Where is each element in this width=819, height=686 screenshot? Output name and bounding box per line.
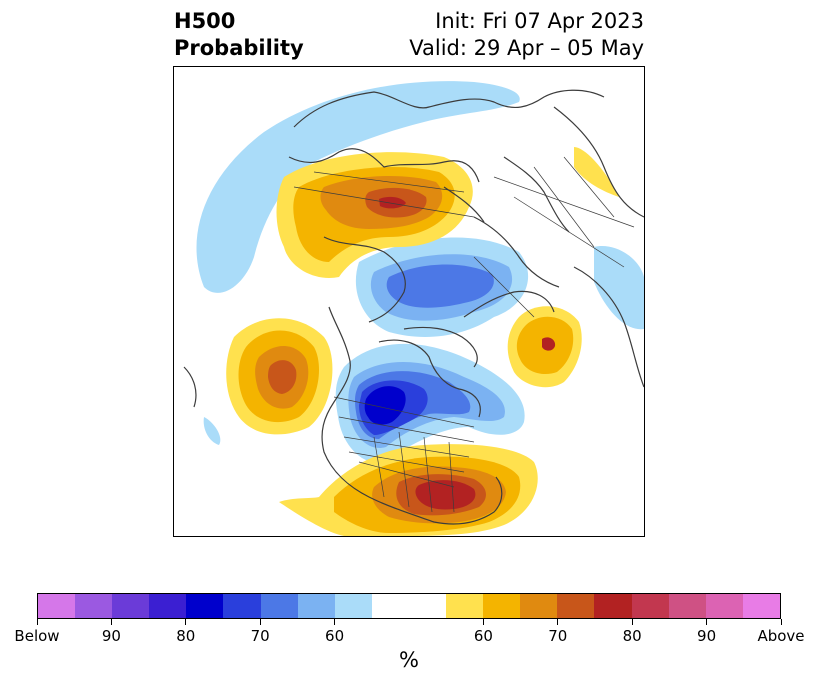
colorbar-segment	[557, 594, 595, 618]
colorbar-segment	[371, 594, 409, 618]
colorbar-unit-label: %	[399, 648, 419, 672]
colorbar-tick	[334, 619, 336, 625]
colorbar-tick	[110, 619, 112, 625]
colorbar-segment	[631, 594, 669, 618]
init-date: Init: Fri 07 Apr 2023	[435, 9, 644, 33]
colorbar-tick	[185, 619, 187, 625]
above-normal-80-region	[379, 196, 556, 510]
colorbar-tick-label: 70	[548, 627, 568, 645]
map-svg	[183, 81, 644, 536]
colorbar-segment	[483, 594, 521, 618]
probability-colorbar	[37, 593, 781, 619]
colorbar-segment	[297, 594, 335, 618]
colorbar-segment	[186, 594, 224, 618]
colorbar-tick-label: 60	[325, 627, 345, 645]
colorbar-segment	[112, 594, 150, 618]
colorbar-tick	[780, 619, 782, 625]
colorbar-segment	[446, 594, 484, 618]
colorbar-tick-label: 90	[697, 627, 717, 645]
coastlines	[183, 89, 644, 525]
colorbar-segment	[334, 594, 372, 618]
below-normal-80-region	[364, 386, 406, 425]
probability-map	[173, 66, 645, 537]
chart-title-right: Init: Fri 07 Apr 2023 Valid: 29 Apr – 05…	[409, 8, 644, 62]
valid-period: Valid: 29 Apr – 05 May	[409, 36, 644, 60]
colorbar-tick	[631, 619, 633, 625]
colorbar-tick-label: 60	[473, 627, 493, 645]
colorbar-segment	[594, 594, 632, 618]
colorbar-segment	[520, 594, 558, 618]
colorbar-tick-label: 90	[101, 627, 121, 645]
colorbar-segment	[668, 594, 706, 618]
colorbar-tick	[36, 619, 38, 625]
colorbar-segment	[75, 594, 113, 618]
colorbar-tick-label: 70	[250, 627, 270, 645]
title-product: Probability	[174, 36, 304, 60]
colorbar-tick-label: Above	[757, 627, 805, 645]
colorbar-tick-label: 80	[622, 627, 642, 645]
chart-title-left: H500 Probability	[174, 8, 304, 62]
colorbar-tick	[557, 619, 559, 625]
colorbar-tick-label: Below	[14, 627, 60, 645]
colorbar-tick	[706, 619, 708, 625]
colorbar-segment	[705, 594, 743, 618]
colorbar-segment	[223, 594, 261, 618]
political-borders	[293, 156, 635, 513]
title-variable: H500	[174, 9, 236, 33]
colorbar-segment	[742, 594, 780, 618]
colorbar-tick-label: 80	[176, 627, 196, 645]
colorbar-segment	[408, 594, 447, 618]
colorbar-segment	[149, 594, 187, 618]
colorbar-segment	[260, 594, 298, 618]
colorbar-segment	[38, 594, 76, 618]
colorbar-tick	[259, 619, 261, 625]
colorbar-tick	[482, 619, 484, 625]
